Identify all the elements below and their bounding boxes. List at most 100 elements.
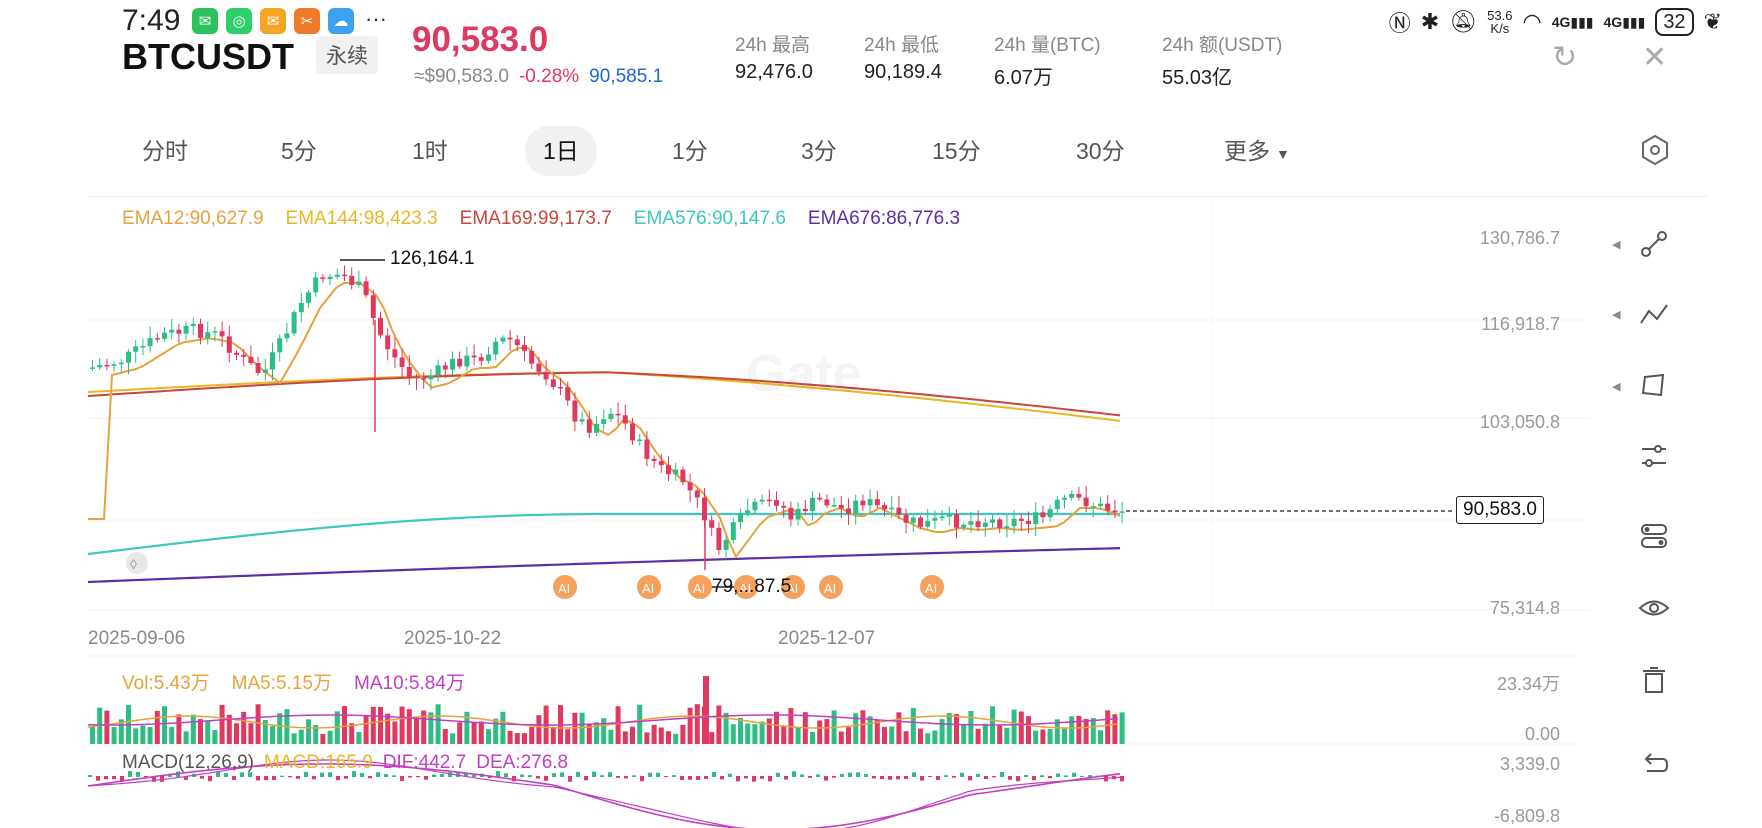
last-price: 90,583.0 (412, 20, 549, 59)
volume-ma5: MA5:5.15万 (231, 673, 332, 694)
macd-y-axis-label: -6,809.8 (1493, 806, 1560, 826)
tab-label: 1日 (543, 138, 579, 164)
tab-1m[interactable]: 1分 (654, 126, 726, 176)
settings-sliders-icon[interactable] (1598, 426, 1710, 486)
y-axis-label: 103,050.8 (1479, 412, 1560, 432)
interval-tabs: 分时 5分 1时 1日 1分 3分 15分 30分 更多 ▼ (110, 126, 1340, 176)
mute-icon: 🔕︎ (1449, 9, 1478, 34)
wechat-icon: ✉ (192, 8, 218, 34)
close-icon[interactable]: ✕ (1642, 41, 1668, 74)
rotate-screen-icon[interactable]: ↻ (1552, 41, 1578, 74)
tab-label: 更多 (1224, 138, 1270, 164)
tab-30m[interactable]: 30分 (1058, 126, 1143, 176)
tab-label: 1时 (412, 138, 448, 164)
tab-label: 3分 (801, 138, 837, 164)
ema144-value: EMA144:98,423.3 (285, 208, 438, 229)
signal-1: 4G▮▮▮ (1551, 13, 1594, 30)
leaf-icon: ❦ (1703, 9, 1722, 34)
eye-icon[interactable] (1598, 578, 1710, 638)
volume-y-axis-label: 0.00 (1524, 724, 1560, 744)
tab-label: 1分 (672, 138, 708, 164)
ema576-value: EMA576:90,147.6 (633, 208, 786, 229)
chart-settings-hexagon-icon[interactable] (1637, 132, 1673, 173)
usd-price: ≈$90,583.0 (414, 66, 509, 87)
current-price-label: 90,583.0 (1456, 496, 1544, 524)
stat-label: 24h 量(BTC) (994, 35, 1101, 56)
nfc-icon: Ⓝ (1388, 11, 1411, 36)
stat-label: 24h 额(USDT) (1162, 35, 1283, 56)
status-time: 7:49 (122, 4, 181, 37)
tab-label: 30分 (1076, 138, 1125, 164)
symbol-name[interactable]: BTCUSDT (122, 36, 294, 77)
stat-24h-turnover: 24h 额(USDT) 55.03亿 (1162, 30, 1282, 90)
net-speed: 53.6 K/s (1487, 9, 1512, 35)
signal-2: 4G▮▮▮ (1603, 13, 1646, 30)
tab-3m[interactable]: 3分 (783, 126, 855, 176)
tab-label: 5分 (281, 138, 317, 164)
status-app-icons: ✉ ◎ ✉ ✂ ☁ (192, 8, 354, 34)
stat-24h-high: 24h 最高 92,476.0 (735, 30, 813, 84)
tab-label: 分时 (142, 138, 188, 164)
weather-icon: ☁ (328, 8, 354, 34)
tab-1h[interactable]: 1时 (394, 126, 466, 176)
stat-value: 6.07万 (994, 67, 1053, 89)
macd-dif: DIF:442.7 (382, 752, 467, 773)
volume-legend: Vol:5.43万 MA5:5.15万 MA10:5.84万 (122, 668, 465, 695)
ema676-value: EMA676:86,776.3 (807, 208, 961, 229)
indicator-toggle-icon[interactable] (1598, 506, 1710, 566)
macd-dea: DEA:276.8 (476, 752, 569, 773)
ema12-value: EMA12:90,627.9 (122, 208, 264, 229)
sub-prices: ≈$90,583.0 -0.28% 90,585.1 (414, 66, 663, 88)
stat-value: 55.03亿 (1162, 67, 1233, 89)
macd-value: MACD:165.9 (264, 752, 373, 773)
price-change: -0.28% (518, 66, 580, 87)
stat-value: 90,189.4 (864, 61, 942, 83)
low-price-label: 79,...87.5 (712, 576, 792, 597)
undo-icon[interactable] (1598, 734, 1710, 794)
stat-label: 24h 最高 (735, 35, 810, 56)
y-axis-label: 75,314.8 (1489, 598, 1560, 618)
stat-label: 24h 最低 (864, 35, 939, 56)
trash-icon[interactable] (1598, 650, 1710, 710)
mail-icon: ✉ (260, 8, 286, 34)
trend-line-icon[interactable]: ◀ (1598, 284, 1710, 344)
volume-y-axis-label: 23.34万 (1496, 674, 1560, 694)
draw-line-icon[interactable]: ◀ (1598, 214, 1710, 274)
status-more: ··· (365, 6, 387, 31)
tab-more[interactable]: 更多 ▼ (1206, 126, 1308, 176)
signal-1-label: 4G (1551, 13, 1571, 30)
x-axis-label: 2025-09-06 (88, 628, 186, 649)
macd-params: MACD(12,26,9) (122, 752, 254, 773)
macd-y-axis-label: 3,339.0 (1499, 754, 1560, 774)
tab-15m[interactable]: 15分 (914, 126, 999, 176)
ema-legend: EMA12:90,627.9 EMA144:98,423.3 EMA169:99… (122, 208, 960, 230)
high-price-label: 126,164.1 (390, 248, 475, 269)
macd-legend: MACD(12,26,9) MACD:165.9 DIF:442.7 DEA:2… (122, 752, 568, 774)
y-axis-label: 116,918.7 (1481, 314, 1560, 334)
net-speed-unit: K/s (1490, 21, 1510, 36)
mark-price: 90,585.1 (589, 66, 664, 87)
tab-1d[interactable]: 1日 (525, 126, 597, 176)
ema169-value: EMA169:99,173.7 (459, 208, 612, 229)
chart-frame (88, 196, 1708, 826)
stat-value: 92,476.0 (735, 61, 813, 83)
stat-24h-volume: 24h 量(BTC) 6.07万 (994, 30, 1101, 90)
bluetooth-icon: ✱ (1420, 9, 1440, 34)
tab-5m[interactable]: 5分 (263, 126, 335, 176)
signal-2-label: 4G (1603, 13, 1623, 30)
stat-24h-low: 24h 最低 90,189.4 (864, 30, 942, 84)
app-icon: ◎ (226, 8, 252, 34)
volume-value: Vol:5.43万 (122, 673, 210, 694)
net-speed-value: 53.6 (1487, 8, 1513, 23)
expand-triangle-icon: ◀ (1612, 238, 1621, 251)
volume-ma10: MA10:5.84万 (354, 673, 465, 694)
perpetual-badge: 永续 (316, 36, 378, 74)
shape-icon[interactable]: ◀ (1598, 356, 1710, 416)
caret-down-icon: ▼ (1276, 146, 1290, 162)
x-axis-label: 2025-12-07 (778, 628, 876, 649)
tab-time-share[interactable]: 分时 (124, 126, 206, 176)
tools-icon: ✂ (294, 8, 320, 34)
y-axis-label: 130,786.7 (1479, 228, 1560, 248)
tab-label: 15分 (932, 138, 981, 164)
